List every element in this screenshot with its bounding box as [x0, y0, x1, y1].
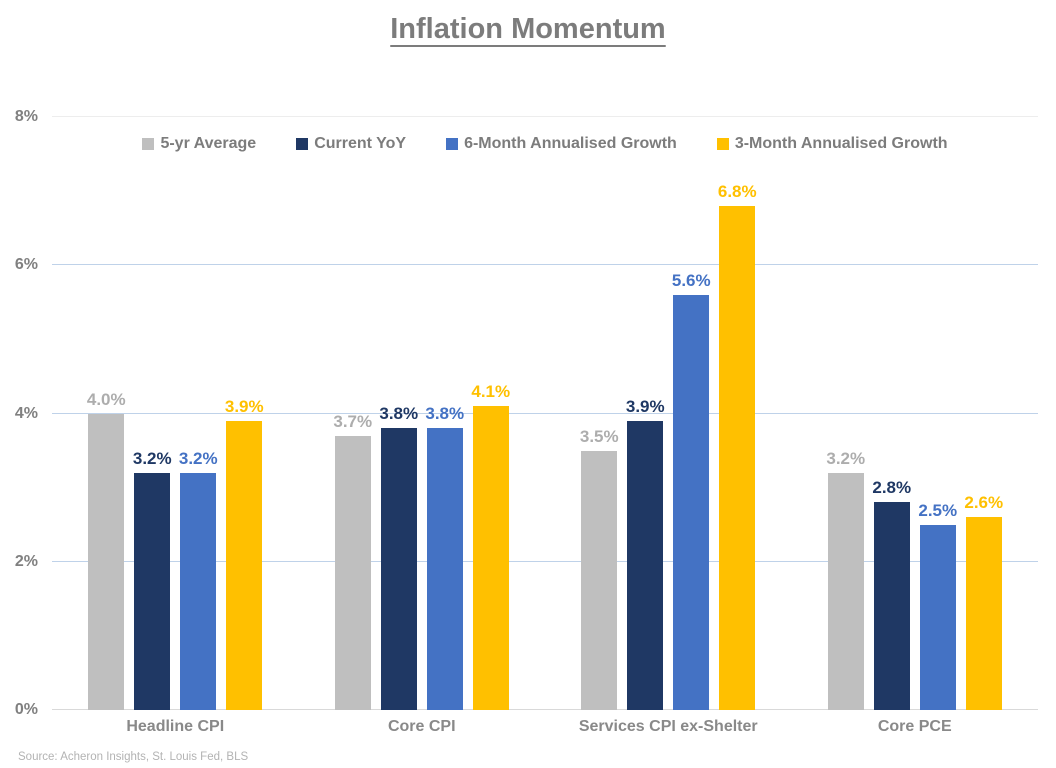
bar: 4.0%	[87, 390, 126, 710]
bar: 3.9%	[225, 397, 264, 710]
gridline	[52, 264, 1038, 266]
bar-value-label: 2.5%	[918, 500, 958, 520]
legend-item: 5-yr Average	[142, 135, 256, 153]
bar-group: 3.2% 2.8% 2.5% 2.6%	[792, 117, 1039, 710]
bar: 3.5%	[580, 427, 619, 710]
bar-value-label: 3.8%	[425, 404, 465, 424]
x-axis-category-label: Core CPI	[387, 718, 456, 735]
bar: 2.6%	[964, 493, 1003, 710]
bar-fill	[719, 205, 756, 710]
y-axis: 0% 2% 4% 6% 8%	[0, 108, 44, 718]
legend-marker-icon	[296, 138, 309, 150]
legend: 5-yr Average Current YoY 6-Month Annualise…	[52, 135, 1038, 153]
bar: 3.2%	[133, 449, 172, 710]
bar-value-label: 2.8%	[872, 478, 912, 498]
bar: 2.5%	[918, 501, 957, 710]
bar: 6.8%	[718, 182, 757, 710]
bar-value-label: 3.9%	[224, 396, 264, 416]
bar-value-label: 3.9%	[625, 396, 665, 416]
legend-label: 3-Month Annualised Growth	[734, 135, 948, 152]
legend-item: 6-Month Annualised Growth	[446, 135, 677, 153]
bar: 3.8%	[379, 404, 418, 710]
bar-value-label: 3.7%	[333, 411, 373, 431]
bar: 3.7%	[333, 412, 372, 710]
x-axis-line	[52, 709, 1038, 710]
bar: 3.8%	[425, 404, 464, 710]
x-axis-category-label: Core PCE	[877, 718, 952, 735]
bar-groups: 4.0% 3.2% 3.2% 3.9% 3.7% 3.8% 3.8% 4.1% 3.5% 3.9%…	[52, 117, 1038, 710]
bar-value-label: 3.2%	[178, 448, 218, 468]
gridline	[52, 560, 1038, 562]
bar-value-label: 3.5%	[579, 426, 619, 446]
bar-fill	[380, 428, 417, 710]
legend-item: Current YoY	[296, 135, 406, 153]
bar: 5.6%	[672, 271, 711, 710]
bar-fill	[180, 472, 217, 710]
bar-value-label: 3.2%	[826, 448, 866, 468]
legend-marker-icon	[716, 138, 729, 150]
bar: 2.8%	[872, 478, 911, 710]
bar: 3.9%	[626, 397, 665, 710]
bar-fill	[673, 294, 710, 710]
bar-fill	[827, 472, 864, 710]
chart-title: Inflation Momentum	[390, 13, 666, 45]
bar: 3.2%	[826, 449, 865, 710]
y-axis-tick-label: 4%	[14, 404, 38, 422]
bar-value-label: 3.2%	[132, 448, 172, 468]
bar-fill	[134, 472, 171, 710]
x-axis-category-label: Services CPI ex-Shelter	[578, 718, 758, 735]
legend-label: 5-yr Average	[160, 135, 257, 152]
x-axis-labels: Headline CPI Core CPI Services CPI ex-Shel…	[52, 718, 1038, 736]
bar-value-label: 4.0%	[86, 389, 126, 409]
x-axis-category-label: Headline CPI	[126, 718, 225, 735]
y-axis-tick-label: 8%	[14, 108, 38, 125]
bar-fill	[581, 450, 618, 710]
bar-fill	[226, 420, 263, 710]
bar-fill	[426, 428, 463, 710]
bar-fill	[334, 435, 371, 710]
legend-marker-icon	[446, 138, 459, 150]
bar-group: 4.0% 3.2% 3.2% 3.9%	[52, 117, 299, 710]
bar-fill	[965, 517, 1002, 710]
source-note: Source: Acheron Insights, St. Louis Fed,…	[18, 751, 249, 763]
bar-fill	[919, 524, 956, 710]
bar-fill	[627, 420, 664, 710]
legend-item: 3-Month Annualised Growth	[716, 135, 948, 153]
bar: 4.1%	[471, 382, 510, 710]
bar: 3.2%	[179, 449, 218, 710]
bar-value-label: 2.6%	[964, 493, 1004, 513]
bar-fill	[88, 413, 125, 710]
y-axis-tick-label: 6%	[14, 256, 38, 274]
bar-group: 3.7% 3.8% 3.8% 4.1%	[299, 117, 546, 710]
bar-value-label: 5.6%	[671, 270, 711, 290]
y-axis-tick-label: 2%	[14, 552, 38, 570]
bar-fill	[472, 406, 509, 710]
bar-fill	[873, 502, 910, 710]
plot-area: 5-yr Average Current YoY 6-Month Annualise…	[52, 116, 1038, 710]
legend-label: Current YoY	[314, 135, 407, 152]
gridline	[52, 412, 1038, 414]
bar-group: 3.5% 3.9% 5.6% 6.8%	[545, 117, 792, 710]
y-axis-tick-label: 0%	[14, 701, 38, 718]
bar-value-label: 4.1%	[471, 382, 511, 402]
bar-value-label: 3.8%	[379, 404, 419, 424]
bar-value-label: 6.8%	[717, 181, 757, 201]
legend-marker-icon	[142, 138, 155, 150]
legend-label: 6-Month Annualised Growth	[464, 135, 677, 152]
gridline	[52, 116, 1038, 117]
